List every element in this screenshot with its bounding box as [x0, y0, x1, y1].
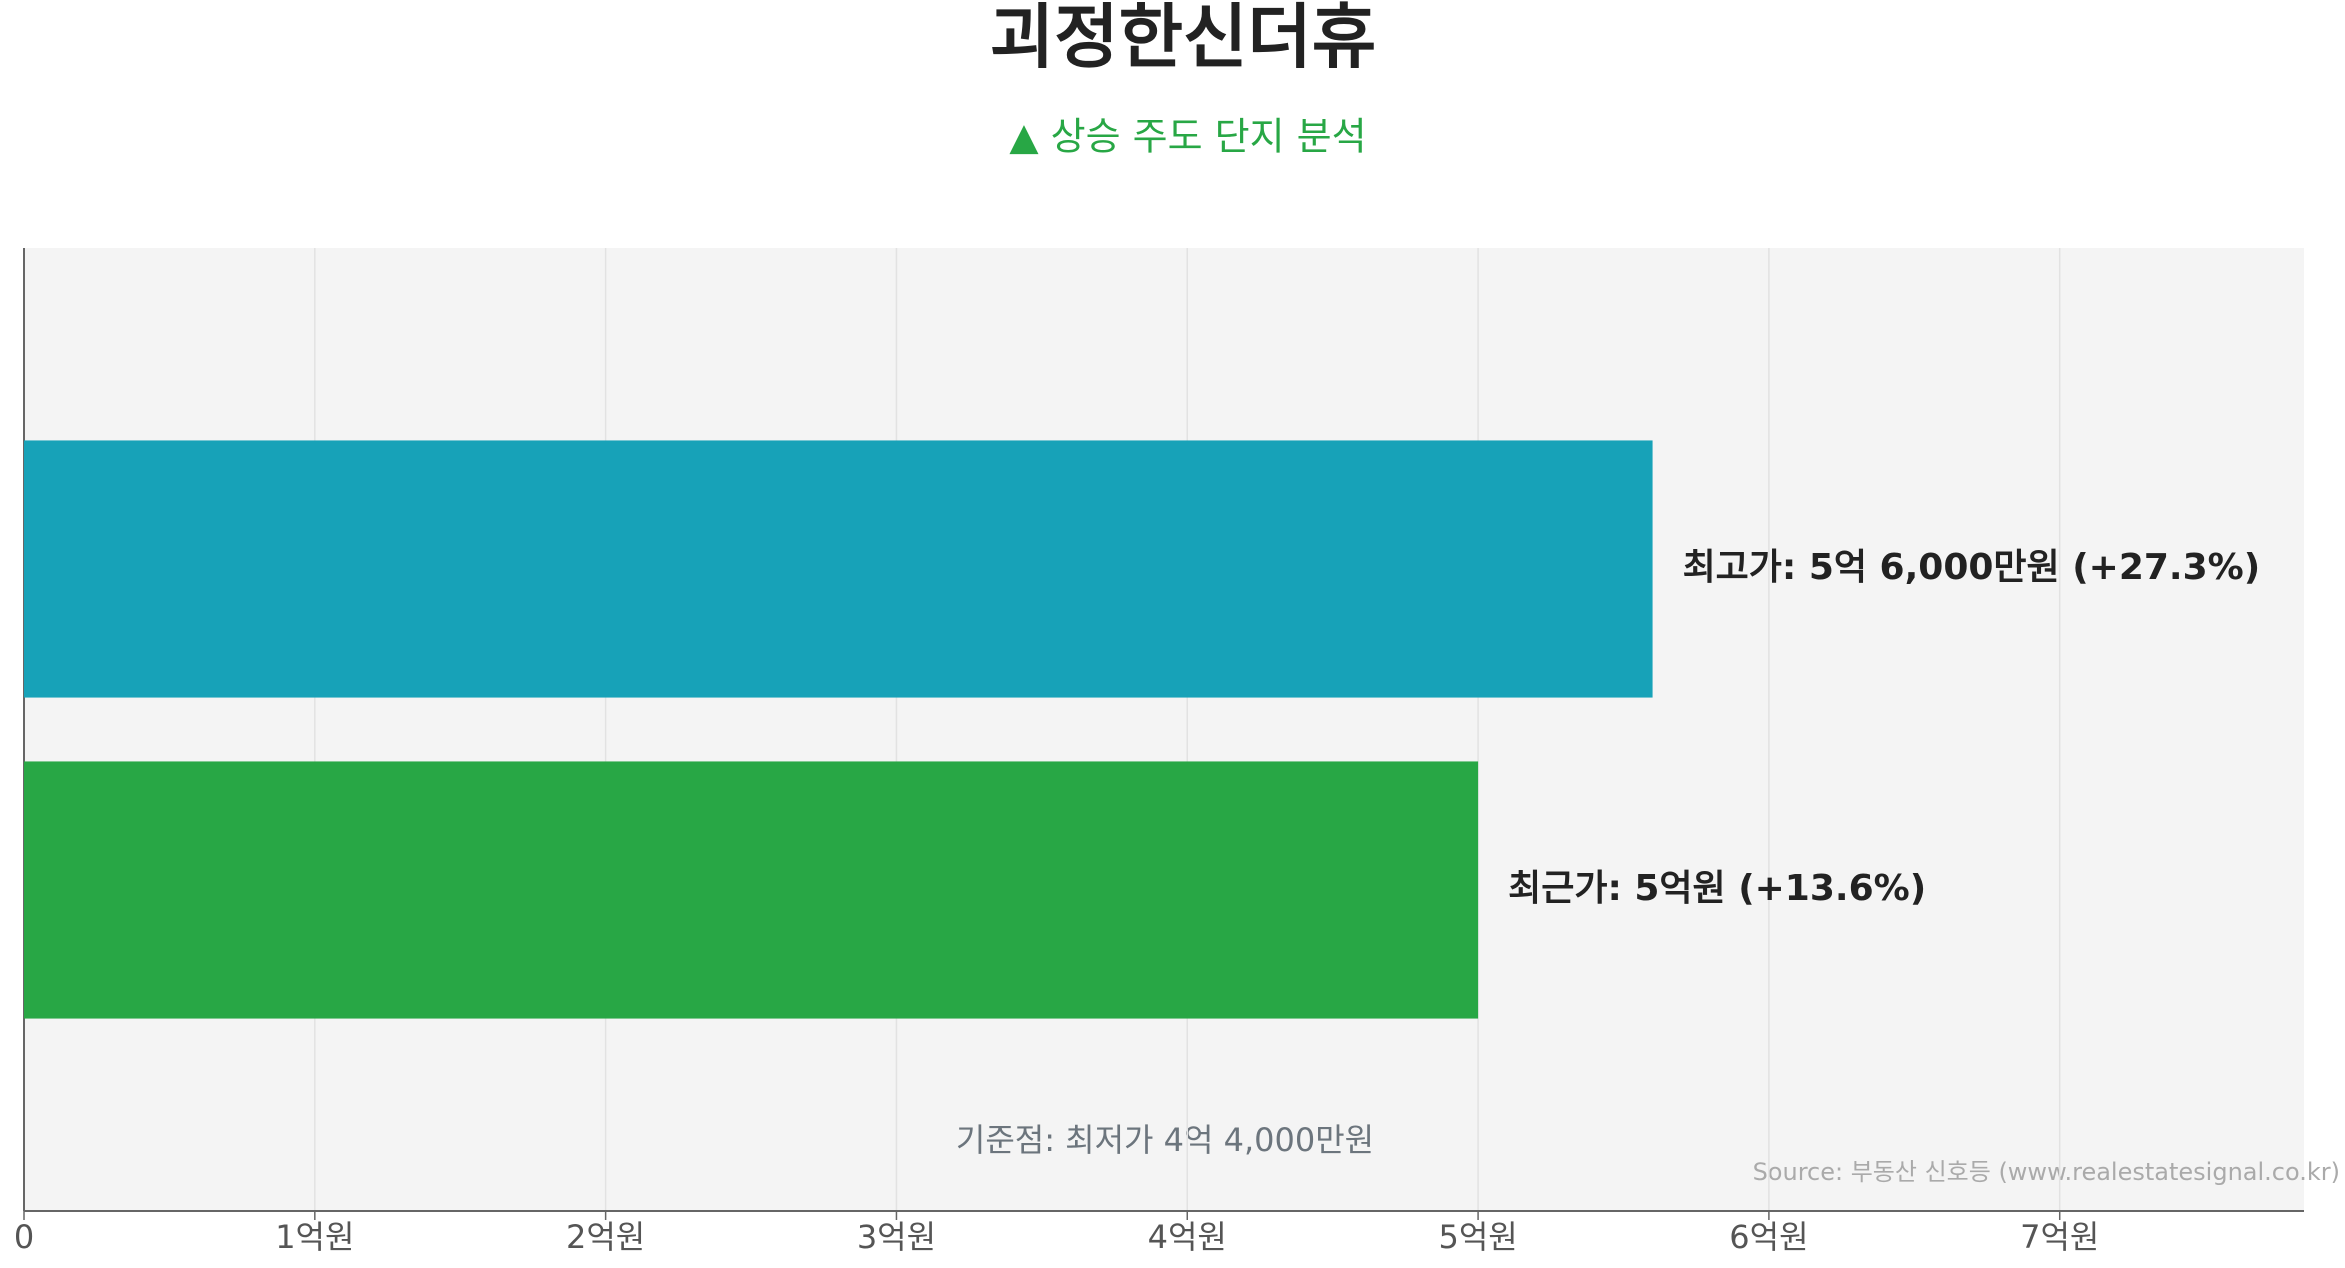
bar — [24, 440, 1653, 698]
chart-title: 괴정한신더휴 — [990, 0, 1376, 78]
x-tick-label: 0 — [14, 1218, 34, 1256]
x-tick-label: 2억원 — [566, 1218, 645, 1256]
value-label: 최근가: 5억원 (+13.6%) — [1508, 868, 1926, 909]
annotation: 기준점: 최저가 4억 4,000만원 — [956, 1121, 1374, 1159]
x-tick-label: 7억원 — [2020, 1218, 2099, 1256]
bar — [24, 761, 1479, 1019]
value-label: 최고가: 5억 6,000만원 (+27.3%) — [1683, 547, 2261, 588]
x-tick-label: 5억원 — [1438, 1218, 1517, 1256]
x-tick-label: 3억원 — [857, 1218, 936, 1256]
x-tick-label: 4억원 — [1148, 1218, 1227, 1256]
chart-subtitle: ▲ 상승 주도 단지 분석 — [1009, 115, 1366, 159]
x-tick-label: 6억원 — [1729, 1218, 1808, 1256]
source: Source: 부동산 신호등 (www.realestatesignal.co… — [1753, 1158, 2340, 1186]
plot-area — [24, 248, 2304, 1211]
x-tick-label: 1억원 — [275, 1218, 354, 1256]
